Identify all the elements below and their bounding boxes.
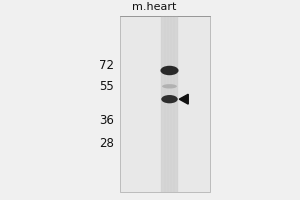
Text: 55: 55 bbox=[99, 80, 114, 93]
Ellipse shape bbox=[161, 95, 178, 103]
Text: 36: 36 bbox=[99, 114, 114, 127]
Text: 72: 72 bbox=[99, 59, 114, 72]
Bar bbox=[161, 16, 178, 192]
Bar bbox=[120, 16, 210, 192]
Text: m.heart: m.heart bbox=[132, 2, 176, 12]
Polygon shape bbox=[179, 94, 188, 104]
Ellipse shape bbox=[162, 84, 177, 88]
Ellipse shape bbox=[160, 66, 178, 75]
Text: 28: 28 bbox=[99, 137, 114, 150]
